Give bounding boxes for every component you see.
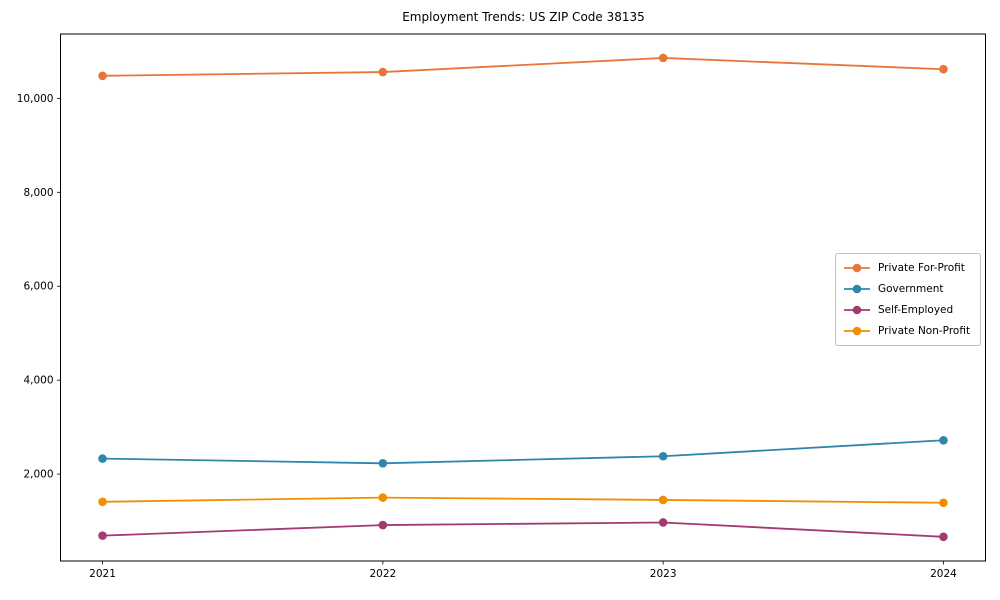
legend-label: Government (878, 282, 944, 295)
data-point-self-employed-2022 (378, 520, 388, 530)
legend-label: Private Non-Profit (878, 325, 971, 338)
data-point-private-non-profit-2024 (939, 498, 948, 508)
y-axis-tick-label: 2,000 (23, 469, 53, 481)
y-axis-tick-label: 8,000 (23, 187, 53, 199)
data-point-private-for-profit-2022 (378, 67, 388, 77)
data-point-self-employed-2021 (98, 531, 107, 540)
data-point-private-for-profit-2021 (98, 71, 107, 81)
x-axis-tick-label: 2024 (930, 568, 957, 580)
x-axis-tick-label: 2023 (650, 568, 677, 580)
series-line-private-non-profit (102, 496, 944, 504)
data-point-self-employed-2023 (658, 518, 668, 527)
y-axis-tick-label: 10,000 (17, 93, 54, 105)
legend-entry-private-for-profit: Private For-Profit (843, 258, 973, 278)
legend-label: Private For-Profit (878, 261, 965, 274)
legend-line-marker-icon (844, 284, 870, 294)
x-axis-tick-label: 2021 (89, 568, 116, 580)
plot-border (60, 33, 986, 562)
legend-entry-self-employed: Self-Employed (843, 300, 973, 320)
legend-entry-government: Government (843, 279, 973, 299)
x-axis-tick-label: 2022 (369, 568, 396, 580)
series-line-government (102, 439, 944, 465)
legend-label: Self-Employed (878, 304, 954, 317)
data-point-private-non-profit-2021 (98, 497, 107, 507)
data-point-government-2024 (939, 435, 948, 445)
legend: Private For-Profit Government Self-Employe… (835, 253, 981, 346)
data-point-self-employed-2024 (939, 532, 948, 542)
series-line-private-for-profit (102, 57, 944, 77)
legend-line-marker-icon (844, 263, 870, 272)
chart-title: Employment Trends: US ZIP Code 38135 (402, 10, 645, 24)
data-point-government-2023 (658, 451, 668, 461)
data-point-private-non-profit-2022 (378, 493, 388, 502)
data-point-private-non-profit-2023 (658, 495, 668, 505)
legend-line-marker-icon (844, 305, 870, 315)
legend-line-marker-icon (844, 327, 870, 336)
data-point-government-2021 (98, 454, 107, 463)
data-point-government-2022 (378, 459, 388, 468)
series-line-self-employed (102, 521, 944, 538)
data-point-private-for-profit-2023 (658, 53, 668, 63)
data-point-private-for-profit-2024 (939, 64, 948, 74)
y-axis-tick-label: 4,000 (23, 375, 53, 387)
legend-entry-private-non-profit: Private Non-Profit (843, 321, 973, 341)
y-axis-tick-label: 6,000 (23, 281, 53, 293)
